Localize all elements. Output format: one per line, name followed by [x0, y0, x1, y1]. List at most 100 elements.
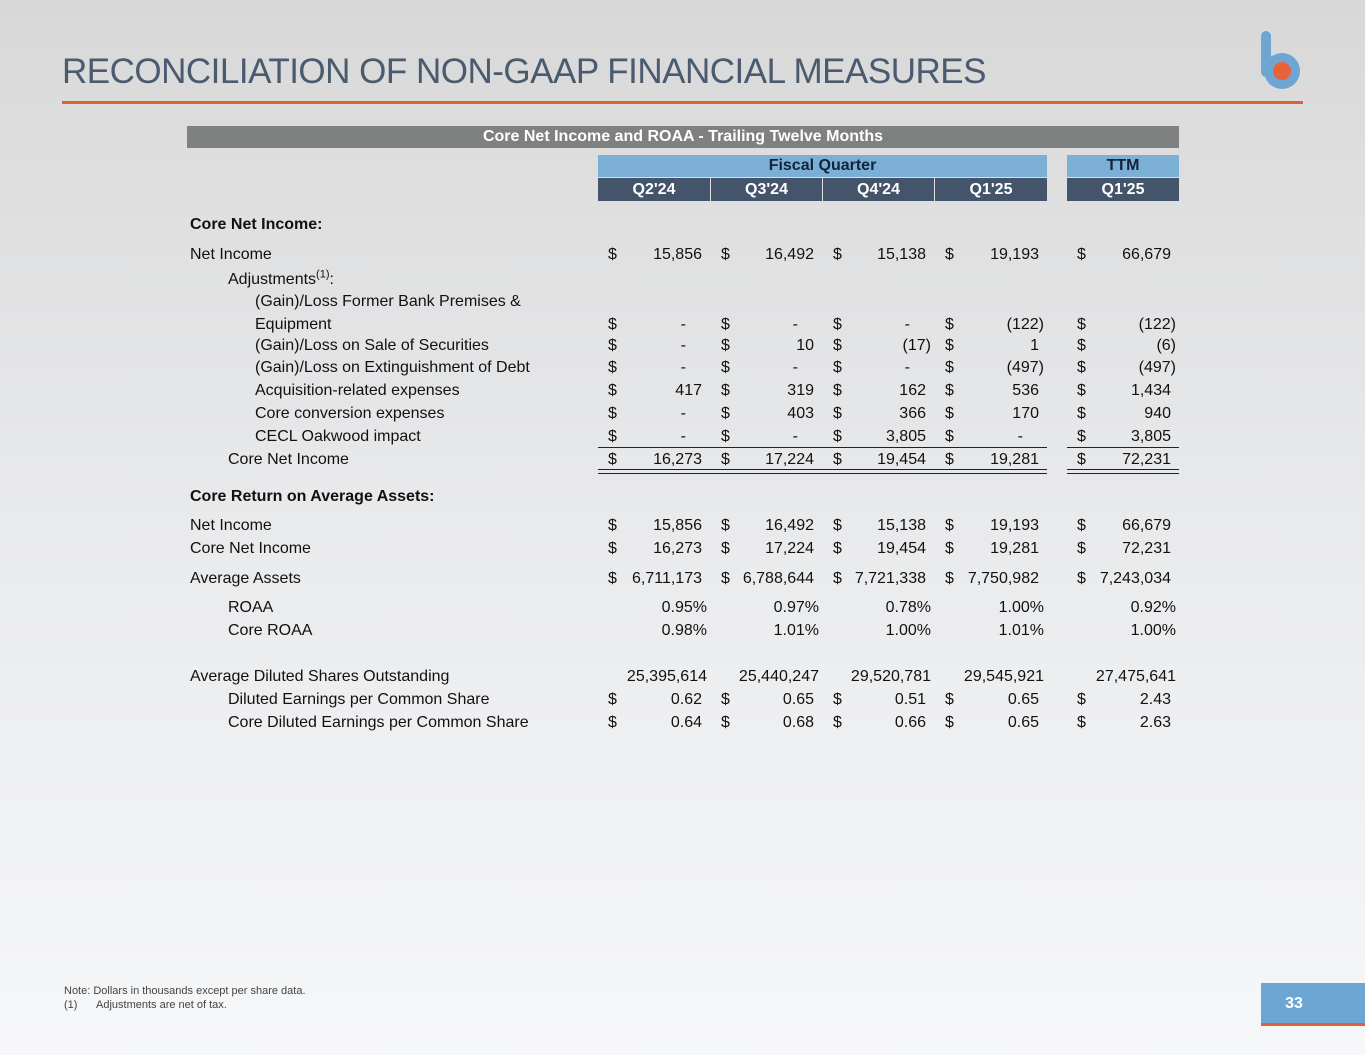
currency: $ [721, 517, 730, 534]
cell-value: 366 [899, 405, 926, 422]
cell-value: 16,492 [765, 517, 814, 534]
cell-value: 15,138 [877, 246, 926, 263]
currency: $ [721, 451, 730, 468]
cell-value: 1.00% [998, 599, 1044, 616]
row-label-text: Core conversion expenses [255, 405, 445, 422]
currency: $ [833, 714, 842, 731]
cell-value: 0.98% [661, 622, 707, 639]
currency: $ [721, 382, 730, 399]
cell-value: 19,454 [877, 540, 926, 557]
row-label: Diluted Earnings per Common Share [228, 690, 489, 710]
cell-value: - [1017, 428, 1023, 445]
row-label: Net Income [190, 245, 272, 265]
cell-value: - [904, 316, 910, 333]
currency: $ [1077, 405, 1086, 422]
currency: $ [721, 714, 730, 731]
cell-value: (497) [1006, 359, 1044, 376]
currency: $ [945, 337, 954, 354]
currency: $ [1077, 316, 1086, 333]
page-number: 33 [1285, 995, 1303, 1012]
cell-value: - [792, 316, 798, 333]
row-label: CECL Oakwood impact [255, 427, 421, 447]
currency: $ [833, 540, 842, 557]
currency: $ [721, 428, 730, 445]
row-label: Core Diluted Earnings per Common Share [228, 713, 529, 733]
currency: $ [1077, 691, 1086, 708]
cell-value: 3,805 [1130, 428, 1171, 445]
cell-value: 536 [1012, 382, 1039, 399]
cell-value: 16,273 [653, 540, 702, 557]
currency: $ [1077, 451, 1086, 468]
cell-value: 0.51 [894, 691, 926, 708]
cell-value: 29,545,921 [963, 668, 1044, 685]
currency: $ [945, 405, 954, 422]
cell-value: - [792, 359, 798, 376]
slide-title: RECONCILIATION OF NON-GAAP FINANCIAL MEA… [62, 52, 986, 91]
cell-value: 1,434 [1130, 382, 1171, 399]
currency: $ [608, 428, 617, 445]
currency: $ [833, 316, 842, 333]
currency: $ [608, 382, 617, 399]
cell-value: 15,856 [653, 246, 702, 263]
currency: $ [608, 540, 617, 557]
group-header: TTM [1067, 155, 1179, 177]
cell-value: (122) [1006, 316, 1044, 333]
currency: $ [608, 691, 617, 708]
rule [1067, 447, 1179, 449]
cell-value: 19,281 [990, 540, 1039, 557]
cell-value: 15,138 [877, 517, 926, 534]
currency: $ [945, 714, 954, 731]
row-label-text: Acquisition-related expenses [255, 382, 460, 399]
footnote: Adjustments are net of tax. [96, 999, 227, 1011]
cell-value: 17,224 [765, 540, 814, 557]
row-label: Core ROAA [228, 621, 312, 641]
row-label: Acquisition-related expenses [255, 381, 460, 401]
column-header: Q4'24 [823, 178, 934, 201]
cell-value: 0.65 [1007, 714, 1039, 731]
currency: $ [945, 428, 954, 445]
cell-value: 19,454 [877, 451, 926, 468]
cell-value: 2.43 [1139, 691, 1171, 708]
row-label: Average Assets [190, 569, 301, 589]
currency: $ [1077, 714, 1086, 731]
currency: $ [721, 570, 730, 587]
row-label: Core Net Income [190, 539, 311, 559]
currency: $ [1077, 428, 1086, 445]
rule [598, 447, 1047, 449]
row-label-text: Average Assets [190, 570, 301, 587]
cell-value: - [680, 337, 686, 354]
cell-value: 72,231 [1122, 540, 1171, 557]
row-label-text: CECL Oakwood impact [255, 428, 421, 445]
cell-value: 0.65 [1007, 691, 1039, 708]
currency: $ [721, 405, 730, 422]
cell-value: (122) [1138, 316, 1176, 333]
row-label: Average Diluted Shares Outstanding [190, 667, 449, 687]
currency: $ [1077, 540, 1086, 557]
cell-value: 66,679 [1122, 246, 1171, 263]
currency: $ [608, 517, 617, 534]
currency: $ [721, 246, 730, 263]
currency: $ [833, 246, 842, 263]
currency: $ [608, 359, 617, 376]
currency: $ [945, 540, 954, 557]
note-ref: (1) [316, 268, 330, 281]
footnote: Note: Dollars in thousands except per sh… [64, 985, 306, 997]
cell-value: 0.65 [782, 691, 814, 708]
cell-value: - [792, 428, 798, 445]
cell-value: 170 [1012, 405, 1039, 422]
cell-value: 940 [1144, 405, 1171, 422]
cell-value: 27,475,641 [1095, 668, 1176, 685]
currency: $ [945, 451, 954, 468]
cell-value: 1.01% [998, 622, 1044, 639]
currency: $ [721, 316, 730, 333]
row-label-text: Diluted Earnings per Common Share [228, 691, 490, 708]
currency: $ [608, 316, 617, 333]
row-label: Core conversion expenses [255, 404, 444, 424]
currency: $ [1077, 337, 1086, 354]
row-label-text: Net Income [190, 517, 272, 534]
cell-value: 0.95% [661, 599, 707, 616]
row-label: Adjustments(1): [228, 268, 334, 290]
row-label: Net Income [190, 516, 272, 536]
cell-value: 19,193 [990, 246, 1039, 263]
row-label: (Gain)/Loss Former Bank Premises & Equip… [255, 293, 521, 333]
